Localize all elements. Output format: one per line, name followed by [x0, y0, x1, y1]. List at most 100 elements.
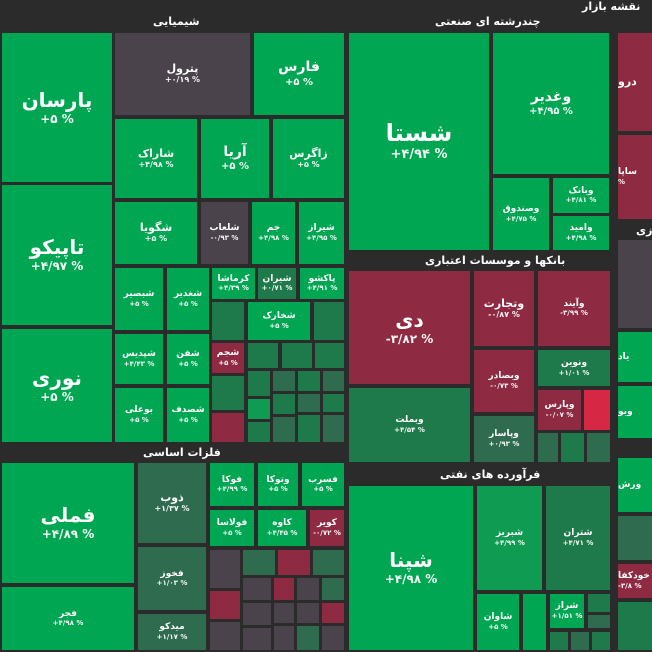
tile-yad[interactable]: یاد: [618, 332, 652, 382]
tile-fajr[interactable]: فجر% ۴/۹۸+: [2, 587, 134, 650]
tile-nouri[interactable]: نوری% ۵+: [2, 329, 112, 442]
tile-small[interactable]: [587, 433, 610, 462]
tile-shpna[interactable]: شپنا% ۴/۹۸+: [349, 486, 473, 650]
tile-small[interactable]: [323, 394, 344, 412]
tile-small[interactable]: [248, 399, 270, 419]
tile-vghadir[interactable]: وغدیر% ۴/۹۵+: [493, 33, 609, 174]
tile-shpdis[interactable]: شپدیس% ۴/۴۳+: [115, 334, 163, 384]
tile-small[interactable]: [278, 550, 310, 575]
tile-vbsader[interactable]: وبصادر% ۰/۷۳-: [474, 350, 534, 412]
tile-small[interactable]: [618, 602, 652, 650]
tile-petrol[interactable]: پترول% ۰/۱۹+: [115, 33, 250, 115]
tile-small[interactable]: [322, 603, 344, 623]
tile-small[interactable]: [210, 622, 240, 650]
tile-small[interactable]: [212, 413, 244, 442]
tile-bouali[interactable]: بوعلی% ۵+: [115, 388, 163, 442]
tile-sapa[interactable]: ساپا%: [618, 135, 652, 219]
tile-small[interactable]: [588, 594, 610, 612]
tile-kermasha[interactable]: کرماشا% ۴/۳۹+: [212, 268, 255, 299]
tile-small[interactable]: [248, 422, 270, 442]
tile-small[interactable]: [298, 394, 320, 412]
tile-shiraz[interactable]: شیراز% ۴/۹۵+: [299, 202, 344, 264]
tile-oul[interactable]: وبو: [618, 386, 652, 438]
tile-shgoya[interactable]: شگویا% ۵+: [115, 202, 197, 264]
tile-small[interactable]: [248, 343, 278, 368]
tile-small[interactable]: [523, 594, 546, 650]
tile-small[interactable]: [298, 371, 320, 391]
tile-vsandoq[interactable]: وصندوق% ۴/۷۵+: [493, 178, 549, 250]
tile-vrsh[interactable]: ورش: [618, 458, 652, 512]
tile-small[interactable]: [273, 394, 295, 414]
tile-shasta[interactable]: شستا% ۴/۹۴+: [349, 33, 489, 250]
tile-small[interactable]: [248, 371, 270, 396]
tile-fars[interactable]: فارس% ۵+: [254, 33, 344, 115]
tile-small[interactable]: [212, 376, 244, 410]
tile-small[interactable]: [322, 626, 344, 650]
tile-shefan[interactable]: شفن% ۵+: [167, 334, 209, 384]
tile-small[interactable]: [274, 578, 294, 600]
tile-shtran[interactable]: شتران% ۴/۷۱+: [546, 486, 610, 590]
tile-small[interactable]: [323, 415, 344, 442]
tile-small[interactable]: [243, 550, 275, 575]
tile-khodkafa[interactable]: خودکفا% ۳/۸-: [618, 564, 652, 598]
tile-midko[interactable]: میدکو% ۱/۱۷+: [138, 614, 206, 650]
tile-fasrab[interactable]: فسرب% ۵+: [302, 463, 344, 506]
tile-shavan[interactable]: شاوان% ۵+: [477, 594, 519, 650]
tile-shiran[interactable]: شیران% ۰/۷۱+: [258, 268, 296, 299]
tile-small[interactable]: [584, 390, 610, 430]
tile-small[interactable]: [588, 615, 610, 628]
tile-vtouka[interactable]: وتوکا% ۵+: [258, 463, 298, 506]
tile-shirak[interactable]: شاراک% ۴/۹۸+: [115, 119, 197, 198]
tile-zob[interactable]: ذوب% ۱/۳۷+: [138, 463, 206, 543]
tile-small[interactable]: [273, 371, 295, 391]
tile-small[interactable]: [561, 433, 584, 462]
tile-small[interactable]: [315, 343, 344, 368]
tile-small[interactable]: [273, 417, 295, 442]
tile-fouka[interactable]: فوکا% ۴/۹۹+: [210, 463, 254, 506]
tile-fakhouz[interactable]: فخوز% ۱/۰۳+: [138, 547, 206, 610]
tile-small[interactable]: [618, 240, 652, 328]
tile-pakshu[interactable]: پاکشو% ۴/۹۱+: [300, 268, 344, 299]
tile-shajam[interactable]: شجم% ۵+: [212, 343, 244, 373]
tile-small[interactable]: [243, 603, 271, 625]
tile-small[interactable]: [592, 632, 610, 650]
tile-parsan[interactable]: پارسان% ۵+: [2, 33, 112, 182]
tile-small[interactable]: [571, 632, 589, 650]
tile-vayand[interactable]: وآیند% ۳/۹۹-: [538, 271, 610, 346]
tile-small[interactable]: [314, 302, 344, 340]
tile-small[interactable]: [210, 550, 240, 588]
tile-shbasir[interactable]: شبصیر% ۵+: [115, 268, 163, 330]
tile-vtejarat[interactable]: وتجارت% ۰/۸۷-: [474, 271, 534, 346]
tile-shraz[interactable]: شراز% ۱/۵۱+: [550, 594, 584, 628]
tile-small[interactable]: [550, 632, 568, 650]
tile-jam[interactable]: جم% ۴/۹۸+: [252, 202, 295, 264]
tile-small[interactable]: [538, 433, 558, 462]
tile-foulasa[interactable]: فولاسا% ۵+: [210, 510, 254, 546]
tile-shebriz[interactable]: شبریز% ۴/۹۹+: [477, 486, 542, 590]
tile-small[interactable]: [297, 578, 319, 600]
tile-vamid[interactable]: وامید% ۴/۹۸+: [553, 216, 609, 250]
tile-small[interactable]: [243, 578, 271, 600]
tile-vnovin[interactable]: ونوین% ۱/۰۱+: [538, 350, 610, 386]
tile-small[interactable]: [243, 628, 271, 650]
tile-small[interactable]: [282, 343, 312, 368]
tile-vparas[interactable]: وپارس% ۰/۰۷-: [538, 390, 581, 430]
tile-small[interactable]: [274, 626, 294, 650]
tile-small[interactable]: [322, 578, 344, 600]
tile-small[interactable]: [297, 626, 319, 650]
tile-vbemellat[interactable]: وبملت% ۴/۵۴+: [349, 388, 470, 462]
tile-vpasar[interactable]: وپاسار% ۰/۹۳+: [474, 416, 534, 462]
tile-dey[interactable]: دی% ۳/۸۲-: [349, 271, 470, 384]
tile-tapiko[interactable]: تاپیکو% ۴/۹۷+: [2, 185, 112, 325]
tile-aria[interactable]: آریا% ۵+: [201, 119, 269, 198]
tile-shsadaf[interactable]: شصدف% ۵+: [167, 388, 209, 442]
tile-small[interactable]: [212, 302, 244, 340]
tile-small[interactable]: [274, 603, 294, 623]
tile-shkhark[interactable]: شخارک% ۵+: [248, 302, 310, 340]
tile-kavir[interactable]: کویر% ۰/۷۲-: [310, 510, 344, 546]
tile-dro[interactable]: درو: [618, 33, 652, 131]
tile-small[interactable]: [210, 591, 240, 619]
tile-zagros[interactable]: زاگرس% ۵+: [273, 119, 344, 198]
tile-small[interactable]: [298, 415, 320, 442]
tile-fameli[interactable]: فملی% ۴/۸۹+: [2, 463, 134, 583]
